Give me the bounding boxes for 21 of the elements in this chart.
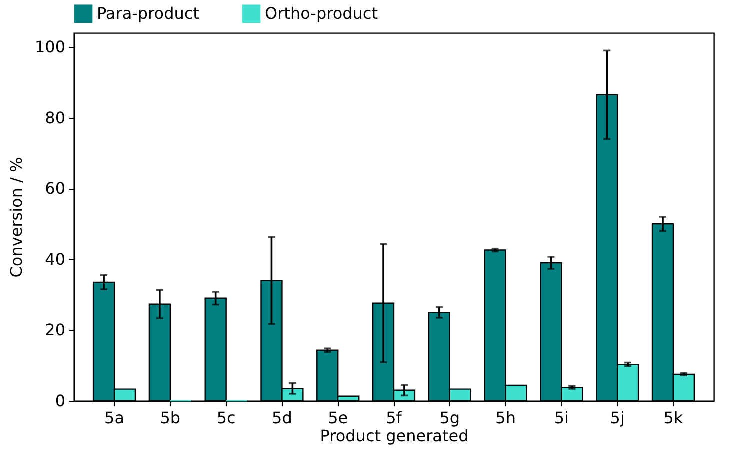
legend-label: Ortho-product xyxy=(265,4,378,23)
y-tick-label: 100 xyxy=(34,38,66,57)
y-tick-label: 0 xyxy=(55,392,66,410)
x-tick-label: 5k xyxy=(664,408,684,428)
y-tick-label: 20 xyxy=(45,320,66,340)
y-tick-label: 40 xyxy=(45,250,66,269)
x-tick-label: 5a xyxy=(104,408,125,428)
legend-label: Para-product xyxy=(97,4,200,23)
x-tick-label: 5c xyxy=(216,408,236,428)
x-axis-title: Product generated xyxy=(320,426,469,446)
y-tick-label: 80 xyxy=(45,108,66,128)
x-tick-label: 5d xyxy=(272,408,292,428)
x-tick-label: 5e xyxy=(328,408,348,428)
x-tick-label: 5j xyxy=(610,408,625,428)
x-tick-label: 5h xyxy=(496,408,516,428)
y-axis-title: Conversion / % xyxy=(6,157,26,278)
x-tick-label: 5i xyxy=(554,408,569,428)
x-tick-label: 5f xyxy=(386,408,402,428)
y-tick-label: 60 xyxy=(45,179,66,198)
x-tick-label: 5b xyxy=(160,408,181,428)
x-tick-label: 5g xyxy=(440,408,460,428)
